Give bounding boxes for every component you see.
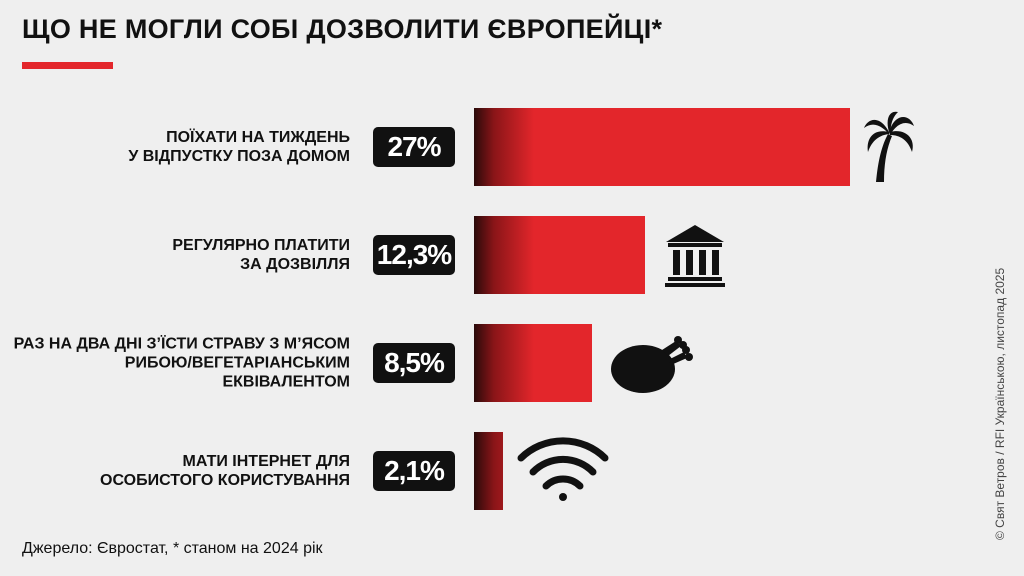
chart-title: ЩО НЕ МОГЛИ СОБІ ДОЗВОЛИТИ ЄВРОПЕЙЦІ*	[22, 14, 663, 44]
category-label: МАТИ ІНТЕРНЕТ ДЛЯ ОСОБИСТОГО КОРИСТУВАНН…	[100, 453, 350, 489]
category-label: РЕГУЛЯРНО ПЛАТИТИ ЗА ДОЗВІЛЛЯ	[172, 237, 350, 273]
bar	[474, 324, 593, 402]
title-rule	[22, 62, 113, 69]
wifi-icon	[517, 437, 609, 501]
bar	[474, 108, 850, 186]
category-label: РАЗ НА ДВА ДНІ З’ЇСТИ СТРАВУ З М’ЯСОМ РИ…	[13, 335, 350, 391]
value-label: 2,1%	[373, 451, 455, 491]
value-label: 12,3%	[373, 235, 455, 275]
palm-icon	[864, 111, 914, 182]
value-label: 27%	[373, 127, 455, 167]
bank-icon	[665, 225, 725, 287]
meat-icon	[611, 336, 693, 393]
source-note: Джерело: Євростат, * станом на 2024 рік	[22, 540, 323, 557]
bar	[474, 216, 646, 294]
bar	[474, 432, 504, 510]
category-label: ПОЇХАТИ НА ТИЖДЕНЬ У ВІДПУСТКУ ПОЗА ДОМО…	[128, 129, 350, 165]
value-label: 8,5%	[373, 343, 455, 383]
